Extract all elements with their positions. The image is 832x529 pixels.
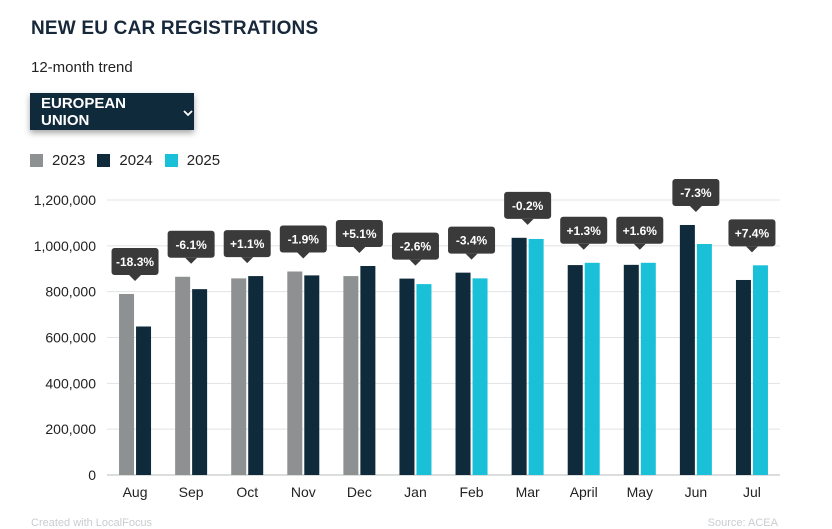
y-tick-label: 1,000,000 (34, 238, 96, 254)
callout-label: +7.4% (735, 226, 770, 240)
callout-box (111, 247, 159, 275)
bar-2024-april (567, 265, 583, 475)
y-tick-label: 200,000 (45, 421, 96, 437)
y-tick-label: 1,200,000 (34, 192, 96, 208)
callout-box (728, 219, 776, 247)
bar-2024-jul (735, 279, 751, 475)
bar-2023-oct (231, 278, 247, 475)
bar-2024-nov (304, 275, 320, 475)
bar-2025-jun (696, 244, 712, 475)
bar-2023-dec (343, 276, 359, 475)
bar-2025-jan (416, 284, 432, 475)
callout-label: -3.4% (456, 234, 488, 248)
callout-pointer (633, 243, 646, 250)
x-tick-label: May (627, 484, 653, 500)
x-tick-label: Jan (404, 484, 427, 500)
bar-2024-dec (360, 266, 376, 475)
callout-pointer (465, 253, 478, 260)
footer-credit: Created with LocalFocus (31, 517, 153, 529)
legend-label-2024: 2024 (119, 152, 153, 169)
callout-label: -0.2% (512, 199, 544, 213)
bar-2024-may (623, 264, 639, 475)
x-tick-label: Aug (123, 484, 148, 500)
callout-box (672, 178, 720, 206)
x-tick-label: Dec (347, 484, 372, 500)
bar-2025-april (584, 262, 600, 475)
x-tick-label: April (570, 484, 598, 500)
footer-source: Source: ACEA (707, 517, 778, 529)
callout-label: -1.9% (288, 233, 320, 247)
x-tick-label: Feb (459, 484, 483, 500)
callout-box (279, 225, 327, 253)
bar-2024-oct (248, 276, 264, 475)
callout-box (560, 216, 608, 244)
x-tick-label: Mar (516, 484, 540, 500)
callout-label: -7.3% (680, 186, 712, 200)
bar-2025-may (640, 262, 656, 475)
callout-pointer (577, 243, 590, 250)
callout-box (391, 232, 439, 260)
callout-pointer (521, 218, 534, 225)
x-tick-label: Jun (685, 484, 708, 500)
bar-2024-aug (136, 326, 152, 475)
legend-item-2025[interactable]: 2025 (164, 152, 221, 169)
legend-swatch-2025 (164, 154, 178, 167)
callout-box (167, 230, 215, 258)
callout-label: -2.6% (400, 240, 432, 254)
bar-2025-feb (472, 278, 488, 475)
callout-label: -18.3% (116, 255, 154, 269)
y-tick-label: 400,000 (45, 375, 96, 391)
bar-2024-mar (511, 237, 527, 475)
y-tick-label: 800,000 (45, 284, 96, 300)
callout-pointer (241, 257, 254, 264)
chart-subtitle: 12-month trend (31, 59, 133, 76)
x-tick-label: Oct (236, 484, 258, 500)
callout-label: +1.3% (567, 224, 602, 238)
chart-legend: 2023 2024 2025 (30, 152, 232, 169)
bar-2023-nov (287, 271, 303, 475)
x-tick-label: Jul (743, 484, 761, 500)
callout-box (335, 220, 383, 247)
legend-item-2024[interactable]: 2024 (97, 152, 153, 169)
bar-2023-aug (119, 293, 135, 475)
callout-box (223, 230, 271, 258)
callout-pointer (353, 247, 366, 253)
callout-box (448, 226, 496, 254)
callout-label: +1.1% (230, 237, 265, 251)
legend-label-2023: 2023 (52, 152, 86, 169)
callout-pointer (185, 257, 198, 264)
chevron-down-icon (182, 106, 194, 118)
bar-2023-sep (175, 276, 191, 475)
x-tick-label: Sep (179, 484, 204, 500)
callout-label: -6.1% (175, 238, 207, 252)
callout-label: +1.6% (623, 224, 658, 238)
y-tick-label: 600,000 (45, 330, 96, 346)
legend-label-2025: 2025 (186, 152, 221, 169)
callout-pointer (689, 205, 702, 212)
callout-box (616, 216, 664, 244)
callout-pointer (745, 246, 758, 253)
callout-box (504, 191, 552, 219)
bar-2025-mar (528, 238, 544, 475)
callout-pointer (297, 252, 310, 259)
bar-2024-feb (455, 272, 471, 475)
bar-2024-sep (192, 289, 208, 475)
legend-swatch-2024 (97, 154, 111, 167)
legend-swatch-2023 (30, 154, 43, 167)
callout-pointer (129, 274, 142, 281)
y-tick-label: 0 (88, 467, 96, 483)
callout-pointer (409, 259, 422, 266)
chart-title: NEW EU CAR REGISTRATIONS (31, 18, 319, 39)
bar-2025-jul (752, 265, 768, 475)
region-dropdown-label: EUROPEAN UNION (41, 94, 127, 129)
x-tick-label: Nov (291, 484, 316, 500)
bar-2024-jan (399, 278, 415, 475)
legend-item-2023[interactable]: 2023 (30, 152, 85, 169)
callout-label: +5.1% (342, 227, 377, 241)
bar-2024-jun (679, 224, 695, 475)
region-dropdown[interactable]: EUROPEAN UNION (30, 93, 194, 130)
